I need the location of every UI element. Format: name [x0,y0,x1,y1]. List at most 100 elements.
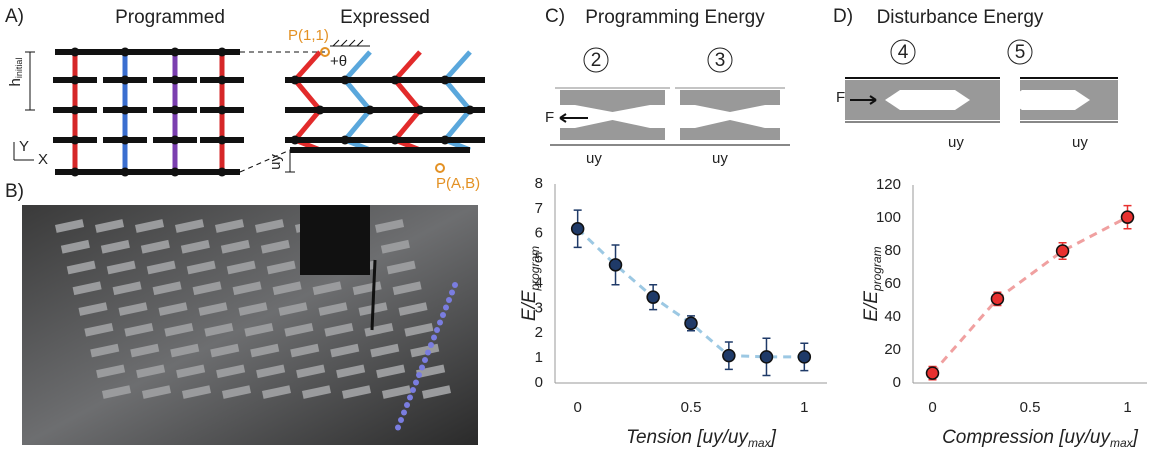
y-tick-label: 7 [535,200,543,217]
point-label: P(A,B) [436,175,480,192]
panel-label: B) [5,181,24,202]
step-number: 4 [898,42,909,63]
lattice-node [71,48,80,57]
point [685,317,697,329]
x-tick-label: 1 [1123,399,1131,416]
point [1122,211,1134,223]
x-axis-label: Tension [uy/uymax] [626,427,777,450]
uy-label: uy [586,150,602,167]
uy-label: uy [1072,134,1088,151]
h-label: hinitial [7,58,24,87]
panel-label: C) [545,6,565,27]
y-tick-label: 60 [884,275,901,292]
point [927,367,939,379]
lattice-node [441,136,450,145]
y-tick-label: 0 [535,374,543,391]
lattice-node [71,76,80,85]
mechanism-cut [885,90,970,110]
x-tick-label: 0.5 [681,399,702,416]
lattice-node [121,136,130,145]
lattice-node [171,48,180,57]
lattice-node [171,106,180,115]
uy-label: uy [712,150,728,167]
photo [22,205,478,445]
lattice-node [121,76,130,85]
lattice-node [218,136,227,145]
angle-label: +θ [330,53,347,70]
x-axis-label: Compression [uy/uymax] [942,427,1139,450]
mechanism [560,120,665,140]
photo-detail [300,205,370,275]
lattice-node [291,76,300,85]
y-axis-label-sub: program [870,246,884,292]
x-tick-label: 0 [573,399,581,416]
point-label: P(1,1) [288,27,329,44]
zigzag-link [295,52,320,150]
photo-detail [437,320,443,326]
y-tick-label: 0 [893,374,901,391]
step-number: 3 [715,50,726,71]
photo-detail [452,282,458,288]
lattice-node [441,76,450,85]
y-tick-label: 20 [884,341,901,358]
panel-title: Programmed [115,7,225,28]
zigzag-link [345,52,370,150]
panel-label: D) [833,6,853,27]
axis-x: X [38,151,48,168]
x-axis-label-sub: max [748,436,772,450]
uy-label: uy [267,154,284,170]
mechanism [680,90,780,112]
lattice-node [316,106,325,115]
ground [330,40,370,46]
y-tick-label: 6 [535,225,543,242]
photo-detail [401,410,407,416]
y-tick-label: 1 [535,349,543,366]
y-axis-label-sub: program [528,246,542,292]
photo-detail [443,305,449,311]
photo-detail [416,372,422,378]
lattice-node [218,106,227,115]
x-axis-label-sub: max [1110,436,1134,450]
lattice-node [366,106,375,115]
photo-detail [431,335,437,341]
point [723,350,735,362]
photo-detail [413,380,419,386]
photo-detail [425,350,431,356]
y-tick-label: 2 [535,324,543,341]
photo-detail [404,402,410,408]
photo-detail [449,290,455,296]
lattice-node [466,106,475,115]
x-axis-label-main: Tension [uy/uy [626,427,749,448]
lattice-node [218,76,227,85]
y-tick-label: 8 [535,175,543,192]
lattice-node [71,136,80,145]
point [572,223,584,235]
lattice-node [121,106,130,115]
mechanism-cut [1007,90,1090,110]
zigzag-link [395,52,420,150]
mechanism [560,90,665,112]
point [760,351,772,363]
y-axis-label: E/Eprogram [519,246,542,321]
lattice-node [171,168,180,177]
lattice-node [171,76,180,85]
dim [25,52,35,110]
photo-detail [398,417,404,423]
trend-line [933,217,1128,373]
lattice-node [218,48,227,57]
axis-y: Y [19,138,29,155]
point [610,259,622,271]
photo-detail [395,425,401,431]
lattice-node [341,76,350,85]
x-axis-label-end: ] [1131,427,1139,448]
lattice-node [171,136,180,145]
lattice-node [121,168,130,177]
point-marker [436,164,444,172]
lattice-node [71,168,80,177]
y-tick-label: 120 [876,176,901,193]
y-axis-label: E/Eprogram [861,246,884,321]
photo-detail [419,365,425,371]
panel-title: Expressed [340,7,430,28]
lattice-node [218,168,227,177]
photo-detail [407,395,413,401]
